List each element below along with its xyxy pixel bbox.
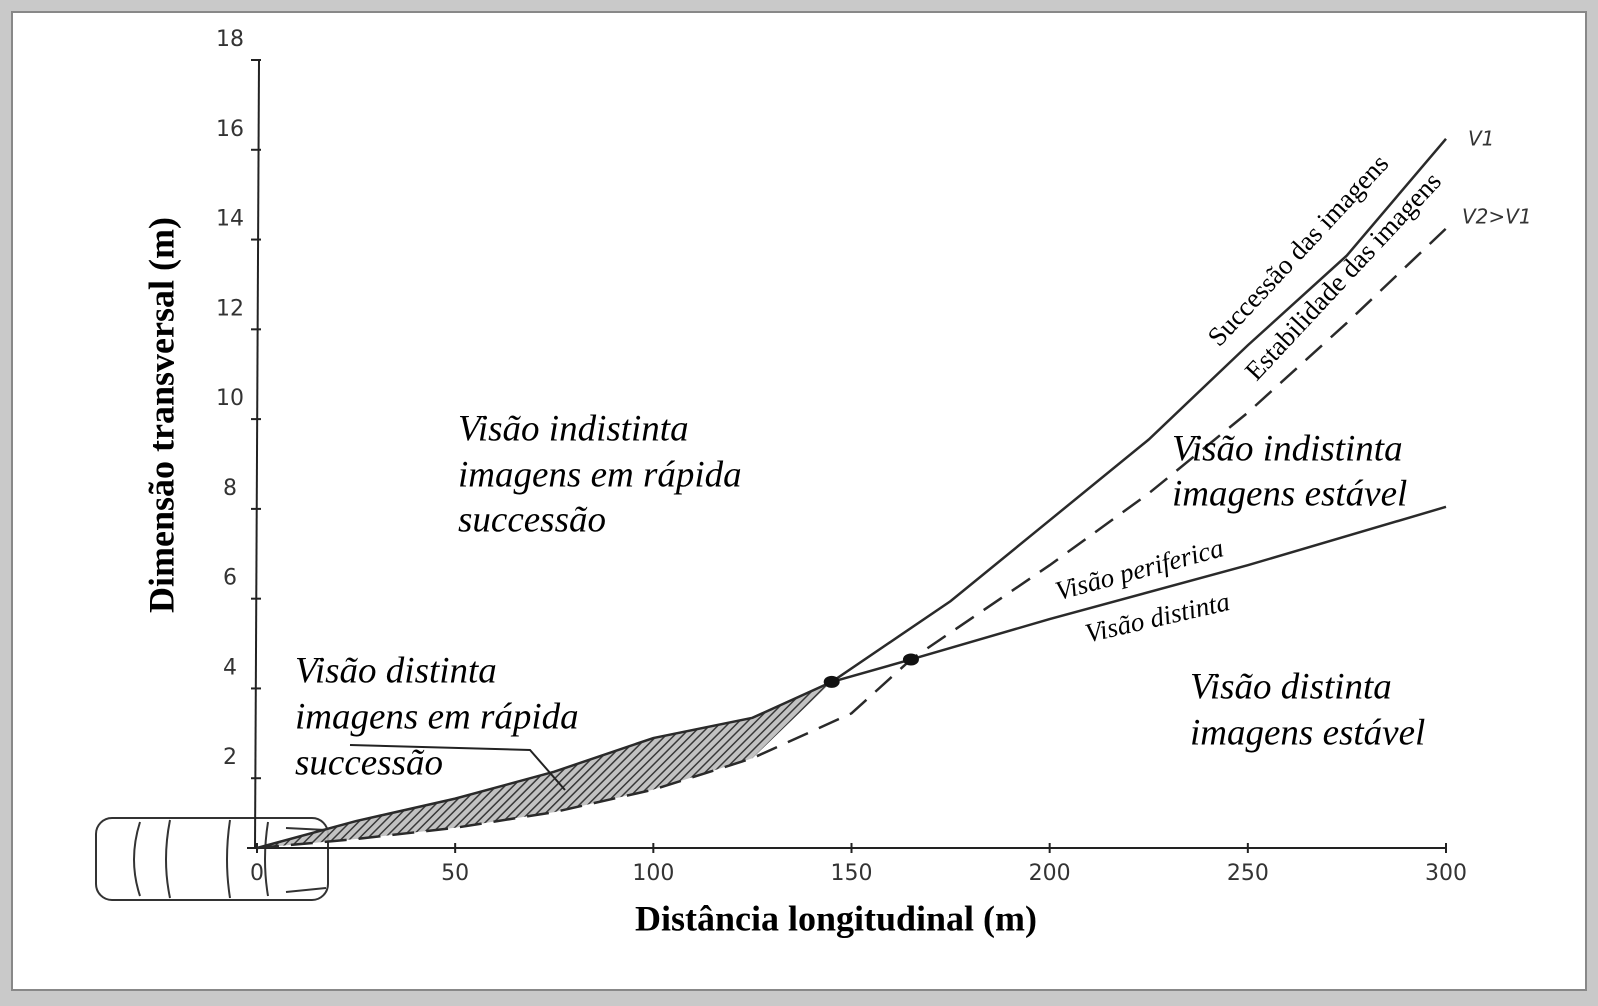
annotation: imagens estável [1172,473,1407,514]
x-tick-label: 150 [831,861,873,886]
y-tick-label: 10 [216,386,244,411]
x-axis-title: Distância longitudinal (m) [635,898,1037,938]
x-tick-label: 50 [441,861,469,886]
annotation: successão [458,499,606,540]
y-tick-label: 6 [223,566,237,591]
annotation: Visão distinta [295,650,497,691]
annotation: Visão distinta [1190,666,1392,707]
y-tick-label: 18 [216,27,244,52]
annotation: imagens em rápida [458,454,742,495]
x-tick-label: 250 [1227,861,1269,886]
x-tick-label: 200 [1029,861,1071,886]
annotation: Visão indistinta [1172,428,1403,469]
annotation-pointer [349,744,566,791]
series-line [256,227,1447,850]
intersection-dot [902,653,919,666]
x-tick-label: 0 [250,861,264,886]
annotation: imagens estável [1190,712,1425,753]
y-tick-label: 12 [216,296,244,321]
series-label: V1 [1468,127,1494,151]
y-tick-label: 4 [223,655,237,680]
x-tick-label: 100 [632,861,674,886]
y-tick-label: 16 [216,117,244,142]
y-tick-label: 2 [223,745,237,770]
panel [11,11,1587,991]
intersection-dot [823,675,840,688]
series-line [831,505,1447,684]
shaded-zone [257,681,832,848]
annotation: Visão indistinta [458,408,689,449]
car-icon [95,817,329,901]
y-axis-title: Dimensão transversal (m) [141,217,181,613]
y-axis [254,59,260,849]
y-tick-label: 14 [216,207,244,232]
annotation: successão [295,742,443,783]
annotation: imagens em rápida [295,696,579,737]
series-label: V2>V1 [1462,205,1532,229]
x-tick-label: 300 [1425,861,1467,886]
y-tick-label: 8 [223,476,237,501]
